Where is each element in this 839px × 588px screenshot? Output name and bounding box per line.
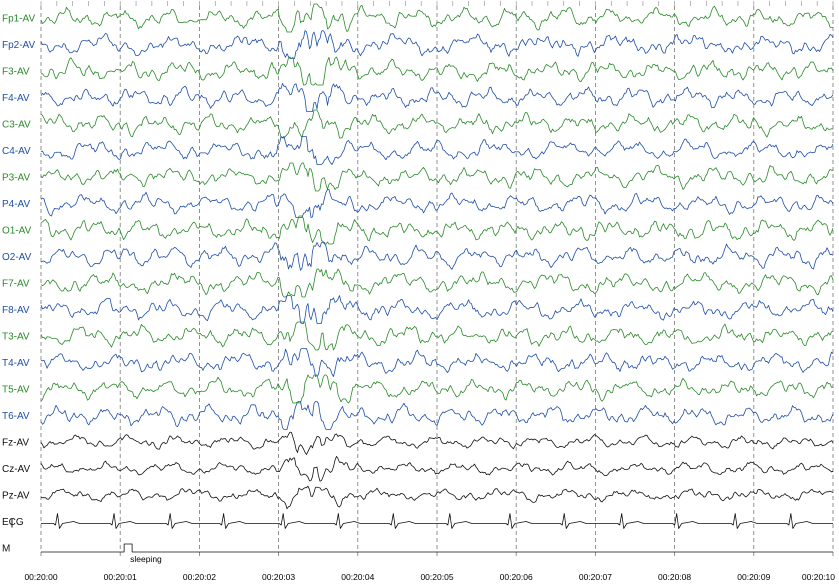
time-tick-label: 00:20:07 (579, 572, 612, 582)
channel-label: T5-AV (2, 385, 30, 396)
channel-label: F7-AV (2, 279, 30, 290)
trace-f8-av (40, 295, 834, 324)
trace-f7-av (40, 268, 834, 298)
channel-label: Fp2-AV (2, 40, 35, 51)
channel-label: O1-AV (2, 226, 32, 237)
trace-c3-av (40, 109, 834, 139)
traces (11, 3, 834, 553)
trace-fp2-av (40, 30, 834, 59)
time-tick-label: 00:20:08 (658, 572, 691, 582)
trace-t4-av (40, 348, 834, 377)
time-tick-label: 00:20:06 (500, 572, 533, 582)
channel-label: F3-AV (2, 67, 30, 78)
time-tick-label: 00:20:09 (737, 572, 770, 582)
channel-label: F8-AV (2, 305, 30, 316)
channel-label: T6-AV (2, 411, 30, 422)
channel-label: Cz-AV (2, 464, 30, 475)
time-tick-label: 00:20:04 (341, 572, 374, 582)
channel-label: T3-AV (2, 332, 30, 343)
trace-c4-av (40, 136, 834, 165)
channel-label: M (2, 544, 10, 555)
time-tick-label: 00:20:01 (104, 572, 137, 582)
channel-label: Pz-AV (2, 491, 30, 502)
event-marker: sleeping (130, 554, 162, 564)
channel-label: O2-AV (2, 252, 32, 263)
trace-fz-av (40, 431, 834, 455)
channel-label: Fp1-AV (2, 14, 35, 25)
trace-o1-av (40, 215, 834, 245)
channel-label: F4-AV (2, 93, 30, 104)
trace-p4-av (40, 189, 834, 218)
trace-t6-av (40, 401, 834, 430)
trace-t3-av (40, 321, 834, 351)
channel-labels: Fp1-AV Fp2-AV F3-AV F4-AV C3-AV C4-AV P3-AV P4-… (2, 14, 35, 555)
event-marker-label: sleeping (130, 554, 162, 564)
channel-label: C4-AV (2, 146, 31, 157)
channel-label: P4-AV (2, 199, 30, 210)
trace-cz-av (40, 456, 834, 482)
time-tick-label: 00:20:03 (262, 572, 295, 582)
time-tick-label: 00:20:02 (183, 572, 216, 582)
trace-fp1-av (40, 3, 834, 33)
time-tick-label: 00:20:00 (24, 572, 57, 582)
trace-t5-av (40, 374, 834, 404)
trace-pz-av (40, 485, 834, 510)
time-tick-label: 00:20:10 (802, 572, 835, 582)
time-axis: 00:20:00 00:20:01 00:20:02 00:20:03 00:20:04… (24, 572, 835, 582)
channel-label: ECG (2, 517, 24, 528)
time-grid (40, 1, 834, 556)
time-tick-label: 00:20:05 (420, 572, 453, 582)
trace-f4-av (40, 83, 834, 112)
trace-f3-av (40, 56, 834, 86)
channel-label: Fz-AV (2, 438, 29, 449)
trace-ecg (41, 513, 833, 529)
trace-m (41, 543, 833, 553)
channel-label: P3-AV (2, 173, 30, 184)
trace-p3-av (40, 162, 834, 192)
channel-label: T4-AV (2, 358, 30, 369)
channel-label: C3-AV (2, 120, 31, 131)
trace-o2-av (40, 242, 834, 271)
